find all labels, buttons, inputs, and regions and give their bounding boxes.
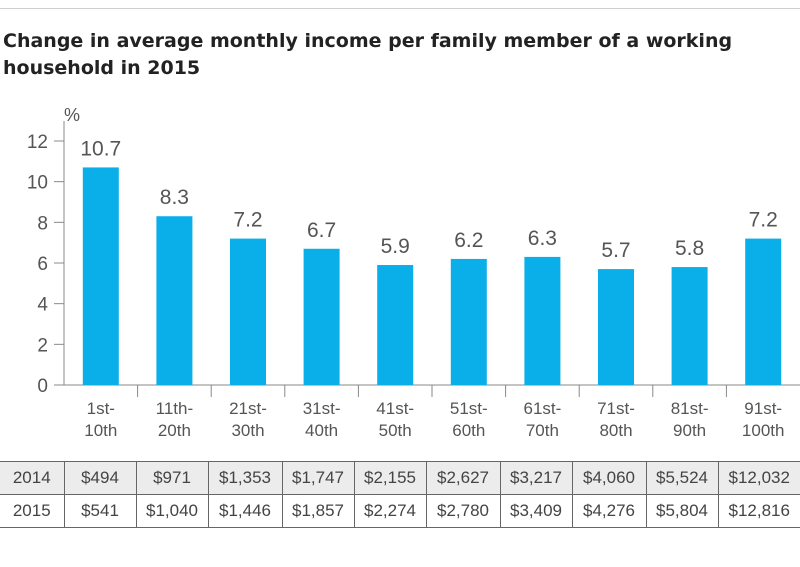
x-category-label: 100th <box>742 421 785 440</box>
x-category-label: 50th <box>379 421 412 440</box>
table-cell: $5,524 <box>645 461 718 495</box>
x-category-label: 81st- <box>671 399 709 418</box>
table-cell: $4,276 <box>571 494 646 528</box>
bar <box>745 238 782 385</box>
bar-value-label: 6.2 <box>454 229 483 252</box>
table-cell: $5,804 <box>645 494 718 528</box>
bar-value-label: 6.7 <box>307 219 336 242</box>
table-row-2015: 2015 $541 $1,040 $1,446 $1,857 $2,274 $2… <box>0 494 800 528</box>
bar <box>524 256 561 385</box>
x-category-label: 41st- <box>376 399 414 418</box>
table-cell: $12,816 <box>717 494 800 528</box>
bar <box>671 267 708 385</box>
x-category-label: 10th <box>84 421 117 440</box>
table-cell: $3,409 <box>499 494 572 528</box>
bar <box>156 216 193 385</box>
bar-value-label: 5.7 <box>601 239 630 262</box>
x-category-label: 61st- <box>524 399 562 418</box>
bar-value-label: 5.9 <box>381 235 410 258</box>
table-cell: $541 <box>63 494 136 528</box>
table-cell: $1,446 <box>207 494 282 528</box>
y-tick-label: 10 <box>27 173 48 194</box>
x-category-label: 80th <box>599 421 632 440</box>
bar-value-label: 7.2 <box>233 209 262 232</box>
table-cell: $2,780 <box>425 494 500 528</box>
x-category-label: 30th <box>231 421 264 440</box>
x-category-label: 20th <box>158 421 191 440</box>
x-category-label: 31st- <box>303 399 341 418</box>
y-axis-unit-label: % <box>64 105 80 125</box>
bar-value-label: 8.3 <box>160 186 189 209</box>
table-cell: $494 <box>63 461 136 495</box>
x-category-label: 90th <box>673 421 706 440</box>
bar <box>230 238 266 385</box>
bar-value-label: 7.2 <box>749 209 778 232</box>
x-category-label: 40th <box>305 421 338 440</box>
table-cell: $2,155 <box>353 461 426 495</box>
table-year-cell: 2014 <box>12 468 51 487</box>
y-tick-label: 8 <box>37 213 48 234</box>
table-cell: $2,274 <box>353 494 426 528</box>
table-row-2014: 2014 $494 $971 $1,353 $1,747 $2,155 $2,6… <box>0 461 800 495</box>
x-category-label: 11th- <box>156 399 194 418</box>
bar-value-label: 10.7 <box>80 137 121 160</box>
bar-value-label: 5.8 <box>675 237 704 260</box>
table-cell: $1,040 <box>135 494 208 528</box>
table-year-cell: 2015 <box>12 501 51 520</box>
bar <box>598 269 634 385</box>
x-category-label: 91st- <box>744 399 782 418</box>
x-category-label: 71st- <box>597 399 635 418</box>
x-category-label: 21st- <box>229 399 267 418</box>
table-cell: $12,032 <box>717 461 800 495</box>
x-category-label: 70th <box>526 421 559 440</box>
x-category-label: 1st- <box>87 399 115 418</box>
table-cell: $1,857 <box>281 494 354 528</box>
bar <box>450 258 487 385</box>
y-tick-label: 12 <box>27 132 48 153</box>
table-cell: $1,353 <box>207 461 282 495</box>
y-tick-label: 2 <box>37 335 48 356</box>
y-tick-label: 4 <box>37 295 48 316</box>
table-cell: $2,627 <box>425 461 500 495</box>
y-tick-label: 0 <box>37 376 48 397</box>
chart-title: Change in average monthly income per fam… <box>3 30 733 79</box>
bar <box>377 265 414 385</box>
bar <box>303 248 340 385</box>
table-cell: $1,747 <box>281 461 354 495</box>
x-category-label: 51st- <box>450 399 488 418</box>
income-table: 2014 $494 $971 $1,353 $1,747 $2,155 $2,6… <box>0 461 800 528</box>
y-tick-label: 6 <box>37 254 48 275</box>
table-cell: $3,217 <box>499 461 572 495</box>
bar <box>82 167 119 385</box>
x-category-label: 60th <box>452 421 485 440</box>
table-cell: $971 <box>135 461 208 495</box>
bar-value-label: 6.3 <box>528 227 557 250</box>
top-rule <box>0 8 800 9</box>
table-cell: $4,060 <box>571 461 646 495</box>
bar-chart: % 0 2 4 6 8 10 12 10.7 1st- 10th 8.3 11th- 20th 7.2 21s… <box>27 105 800 440</box>
